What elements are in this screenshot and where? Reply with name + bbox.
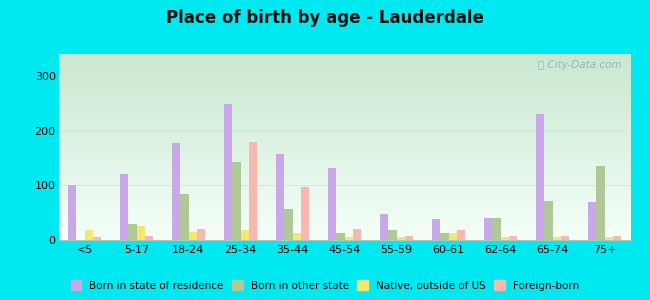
Bar [552,237,561,240]
Bar [93,237,101,240]
Bar [353,229,361,240]
Bar [145,236,153,240]
Bar [328,168,336,240]
Bar [336,233,344,240]
Bar [396,237,405,240]
Bar [561,236,569,240]
Bar [249,142,257,240]
Bar [509,236,517,240]
Bar [276,154,284,240]
Bar [224,104,232,240]
Bar [604,237,613,240]
Bar [120,174,128,240]
Bar [344,237,353,240]
Bar [128,224,136,240]
Bar [432,219,440,240]
Bar [405,236,413,240]
Bar [596,166,605,240]
Bar [388,230,396,240]
Bar [68,185,76,240]
Bar [301,187,309,240]
Bar [380,214,388,240]
Bar [492,218,500,240]
Bar [484,218,492,240]
Text: Place of birth by age - Lauderdale: Place of birth by age - Lauderdale [166,9,484,27]
Bar [544,201,552,240]
Bar [232,162,240,240]
Bar [84,230,93,240]
Bar [500,237,509,240]
Bar [536,114,544,240]
Bar [240,230,249,240]
Bar [448,233,457,240]
Bar [613,236,621,240]
Bar [588,202,596,240]
Bar [284,209,292,240]
Bar [440,233,448,240]
Legend: Born in state of residence, Born in other state, Native, outside of US, Foreign-: Born in state of residence, Born in othe… [66,276,584,295]
Text: ⓘ City-Data.com: ⓘ City-Data.com [538,60,622,70]
Bar [188,232,197,240]
Bar [172,142,180,240]
Bar [136,226,145,240]
Bar [457,230,465,240]
Bar [292,233,301,240]
Bar [197,229,205,240]
Bar [180,194,188,240]
